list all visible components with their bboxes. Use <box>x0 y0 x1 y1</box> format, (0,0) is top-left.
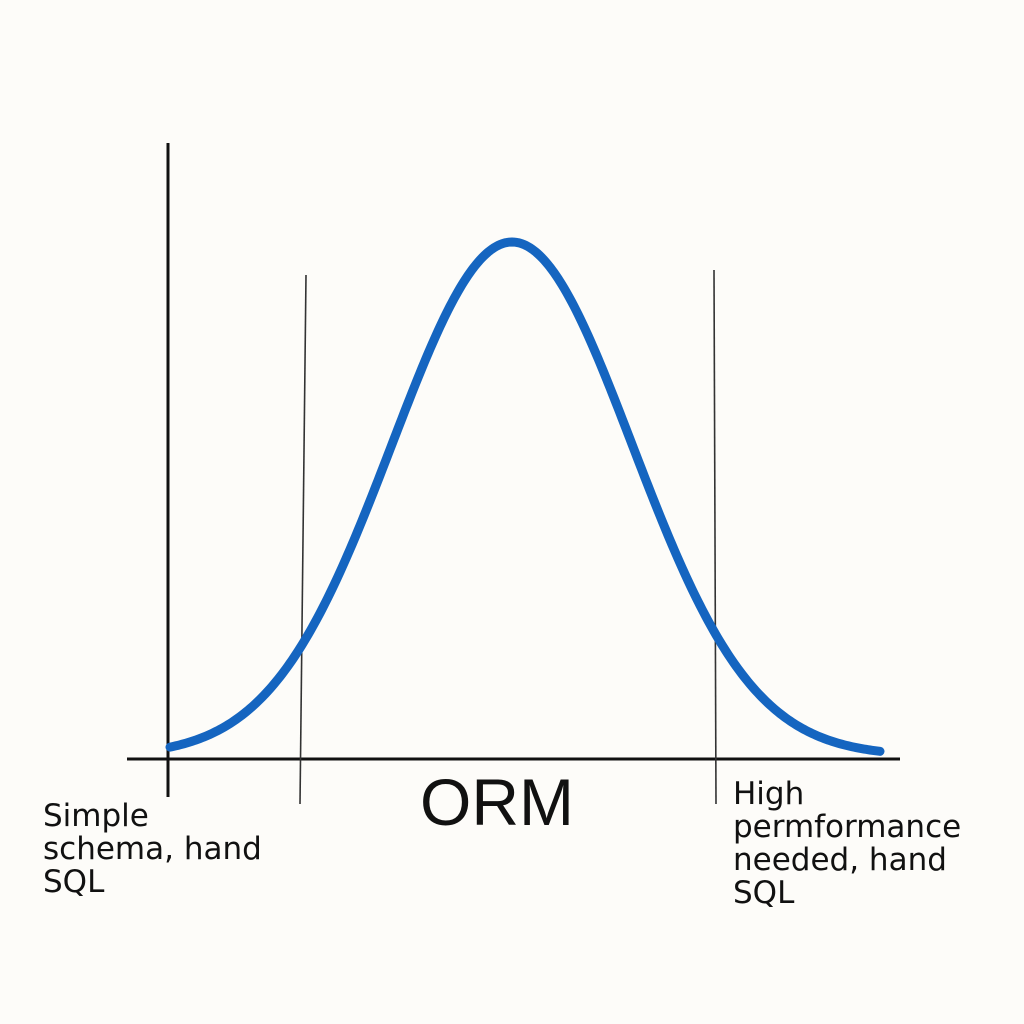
left-region-label: Simple schema, hand SQL <box>43 798 262 900</box>
right-region-label: High permformance needed, hand SQL <box>733 776 962 911</box>
right-threshold-line <box>713 269 717 805</box>
center-region-label: ORM <box>420 765 574 839</box>
bell-curve <box>165 237 885 756</box>
left-threshold-line <box>299 274 307 805</box>
